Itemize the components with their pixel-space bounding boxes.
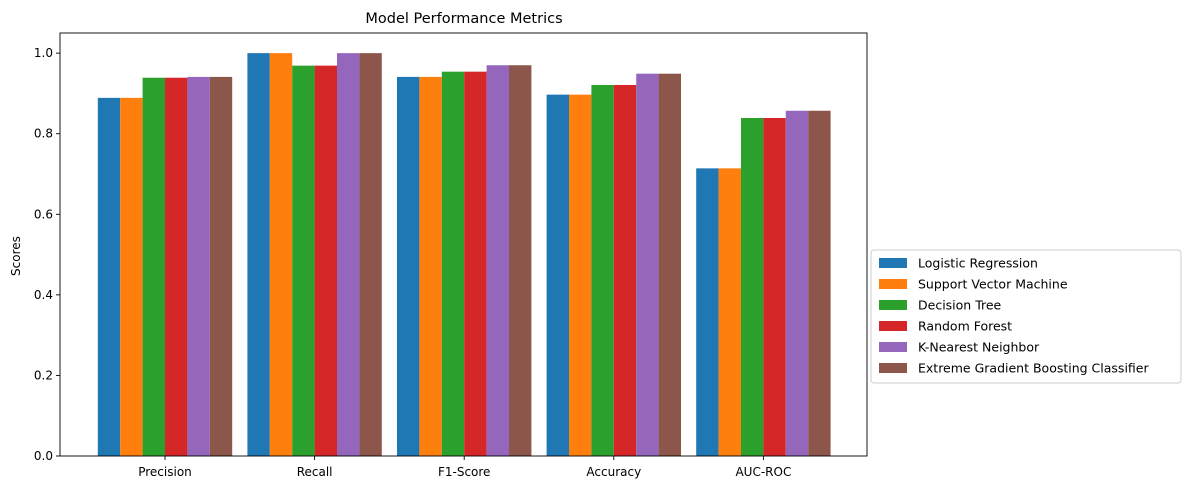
y-tick-label: 0.4 bbox=[34, 288, 53, 302]
bar-k-nearest-neighbor-f1-score bbox=[486, 65, 509, 456]
bar-random-forest-precision bbox=[165, 77, 188, 456]
plot-area: 0.0 0.2 0.4 0.6 0.8 1.0 Precision Recall F1-Scor… bbox=[34, 46, 831, 479]
legend-label: Support Vector Machine bbox=[918, 277, 1068, 292]
y-tick-label: 0.2 bbox=[34, 368, 53, 382]
bar-random-forest-f1-score bbox=[464, 71, 487, 457]
legend-label: Random Forest bbox=[918, 319, 1012, 334]
legend-swatch bbox=[879, 363, 907, 373]
bar-support-vector-machine-f1-score bbox=[419, 76, 442, 456]
legend-label: Decision Tree bbox=[918, 298, 1002, 313]
legend-swatch bbox=[879, 300, 907, 310]
bar-logistic-regression-accuracy bbox=[546, 94, 569, 456]
bar-extreme-gradient-boosting-classifier-accuracy bbox=[658, 73, 681, 456]
legend-swatch bbox=[879, 258, 907, 268]
chart-title: Model Performance Metrics bbox=[365, 11, 562, 27]
x-tick-label: Accuracy bbox=[586, 465, 641, 479]
bar-random-forest-accuracy bbox=[613, 84, 637, 456]
y-axis-label: Scores bbox=[9, 236, 23, 276]
bar-support-vector-machine-accuracy bbox=[569, 94, 592, 456]
bar-k-nearest-neighbor-precision bbox=[187, 76, 210, 456]
legend-swatch bbox=[879, 342, 907, 352]
bar-logistic-regression-recall bbox=[247, 53, 270, 456]
x-tick-label: AUC-ROC bbox=[735, 465, 791, 479]
bar-extreme-gradient-boosting-classifier-auc-roc bbox=[808, 110, 831, 456]
bar-logistic-regression-precision bbox=[97, 97, 121, 457]
legend: Logistic Regression Support Vector Machin… bbox=[870, 249, 1182, 384]
y-tick-label: 0.8 bbox=[34, 127, 53, 141]
bar-decision-tree-accuracy bbox=[591, 84, 614, 456]
bar-k-nearest-neighbor-auc-roc bbox=[785, 110, 809, 456]
bar-decision-tree-recall bbox=[292, 65, 315, 456]
x-tick-label: Recall bbox=[297, 465, 333, 479]
bar-random-forest-auc-roc bbox=[763, 118, 786, 456]
legend-box bbox=[870, 249, 1182, 384]
legend-label: Logistic Regression bbox=[918, 256, 1038, 271]
y-tick-label: 1.0 bbox=[34, 46, 53, 60]
bar-support-vector-machine-precision bbox=[120, 97, 143, 457]
bar-decision-tree-precision bbox=[142, 77, 165, 456]
bar-k-nearest-neighbor-accuracy bbox=[636, 73, 659, 456]
bar-support-vector-machine-recall bbox=[269, 53, 293, 456]
bar-support-vector-machine-auc-roc bbox=[718, 168, 741, 457]
x-tick-label: F1-Score bbox=[438, 465, 490, 479]
y-tick-label: 0.0 bbox=[34, 449, 53, 463]
bar-logistic-regression-f1-score bbox=[397, 76, 420, 456]
x-tick-label: Precision bbox=[138, 465, 192, 479]
legend-swatch bbox=[879, 279, 907, 289]
legend-label: Extreme Gradient Boosting Classifier bbox=[918, 361, 1149, 376]
bar-decision-tree-auc-roc bbox=[741, 118, 764, 456]
bar-extreme-gradient-boosting-classifier-f1-score bbox=[509, 65, 532, 456]
legend-label: K-Nearest Neighbor bbox=[918, 340, 1040, 355]
bar-extreme-gradient-boosting-classifier-recall bbox=[359, 53, 382, 456]
bar-extreme-gradient-boosting-classifier-precision bbox=[209, 76, 233, 456]
bar-logistic-regression-auc-roc bbox=[696, 168, 719, 457]
plot-frame bbox=[59, 32, 868, 457]
bar-k-nearest-neighbor-recall bbox=[337, 53, 360, 456]
bar-random-forest-recall bbox=[314, 65, 337, 456]
y-tick-label: 0.6 bbox=[34, 207, 53, 221]
legend-swatch bbox=[879, 321, 907, 331]
bar-decision-tree-f1-score bbox=[441, 71, 465, 457]
